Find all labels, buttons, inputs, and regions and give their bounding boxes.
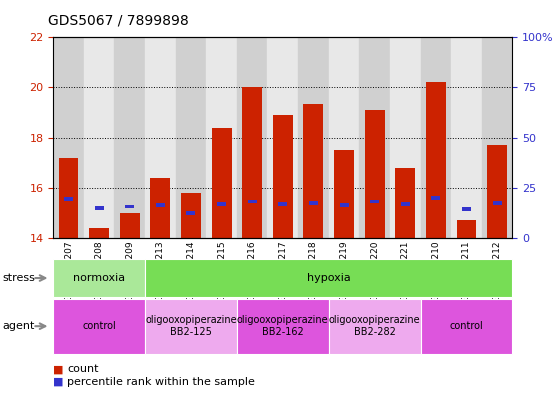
- Text: control: control: [450, 321, 483, 331]
- Text: ■: ■: [53, 364, 64, 375]
- Text: count: count: [67, 364, 99, 375]
- Bar: [64, 197, 73, 201]
- Bar: [84, 37, 114, 238]
- Text: oligooxopiperazine
BB2-125: oligooxopiperazine BB2-125: [145, 316, 237, 337]
- Bar: [309, 201, 318, 205]
- Bar: [493, 201, 502, 205]
- Bar: [120, 213, 139, 238]
- Bar: [451, 37, 482, 238]
- Text: oligooxopiperazine
BB2-282: oligooxopiperazine BB2-282: [329, 316, 421, 337]
- Bar: [95, 206, 104, 209]
- Bar: [334, 150, 354, 238]
- Bar: [181, 193, 201, 238]
- Bar: [339, 203, 348, 207]
- Bar: [53, 37, 84, 238]
- Bar: [237, 37, 268, 238]
- Bar: [248, 200, 256, 203]
- Bar: [421, 37, 451, 238]
- Bar: [273, 115, 293, 238]
- Text: hypoxia: hypoxia: [307, 273, 351, 283]
- Bar: [59, 158, 78, 238]
- Bar: [145, 37, 176, 238]
- Text: percentile rank within the sample: percentile rank within the sample: [67, 377, 255, 387]
- Bar: [487, 145, 507, 238]
- Bar: [125, 205, 134, 208]
- Bar: [156, 203, 165, 207]
- Bar: [186, 211, 195, 215]
- Bar: [360, 37, 390, 238]
- Bar: [431, 196, 440, 200]
- Bar: [89, 228, 109, 238]
- Bar: [151, 178, 170, 238]
- Text: control: control: [82, 321, 116, 331]
- Bar: [298, 37, 329, 238]
- Bar: [114, 37, 145, 238]
- Text: ■: ■: [53, 377, 64, 387]
- Bar: [242, 87, 262, 238]
- Bar: [456, 220, 477, 238]
- Bar: [176, 37, 206, 238]
- Bar: [206, 37, 237, 238]
- Bar: [370, 200, 379, 203]
- Bar: [329, 37, 360, 238]
- Bar: [462, 207, 471, 211]
- Text: stress: stress: [3, 273, 36, 283]
- Bar: [268, 37, 298, 238]
- Bar: [482, 37, 512, 238]
- Bar: [426, 83, 446, 238]
- Bar: [217, 202, 226, 206]
- Text: agent: agent: [3, 321, 35, 331]
- Text: GDS5067 / 7899898: GDS5067 / 7899898: [48, 14, 188, 28]
- Bar: [401, 202, 410, 206]
- Bar: [278, 202, 287, 206]
- Bar: [365, 110, 385, 238]
- Text: normoxia: normoxia: [73, 273, 125, 283]
- Text: oligooxopiperazine
BB2-162: oligooxopiperazine BB2-162: [237, 316, 329, 337]
- Bar: [395, 167, 415, 238]
- Bar: [390, 37, 421, 238]
- Bar: [212, 127, 231, 238]
- Bar: [304, 104, 323, 238]
